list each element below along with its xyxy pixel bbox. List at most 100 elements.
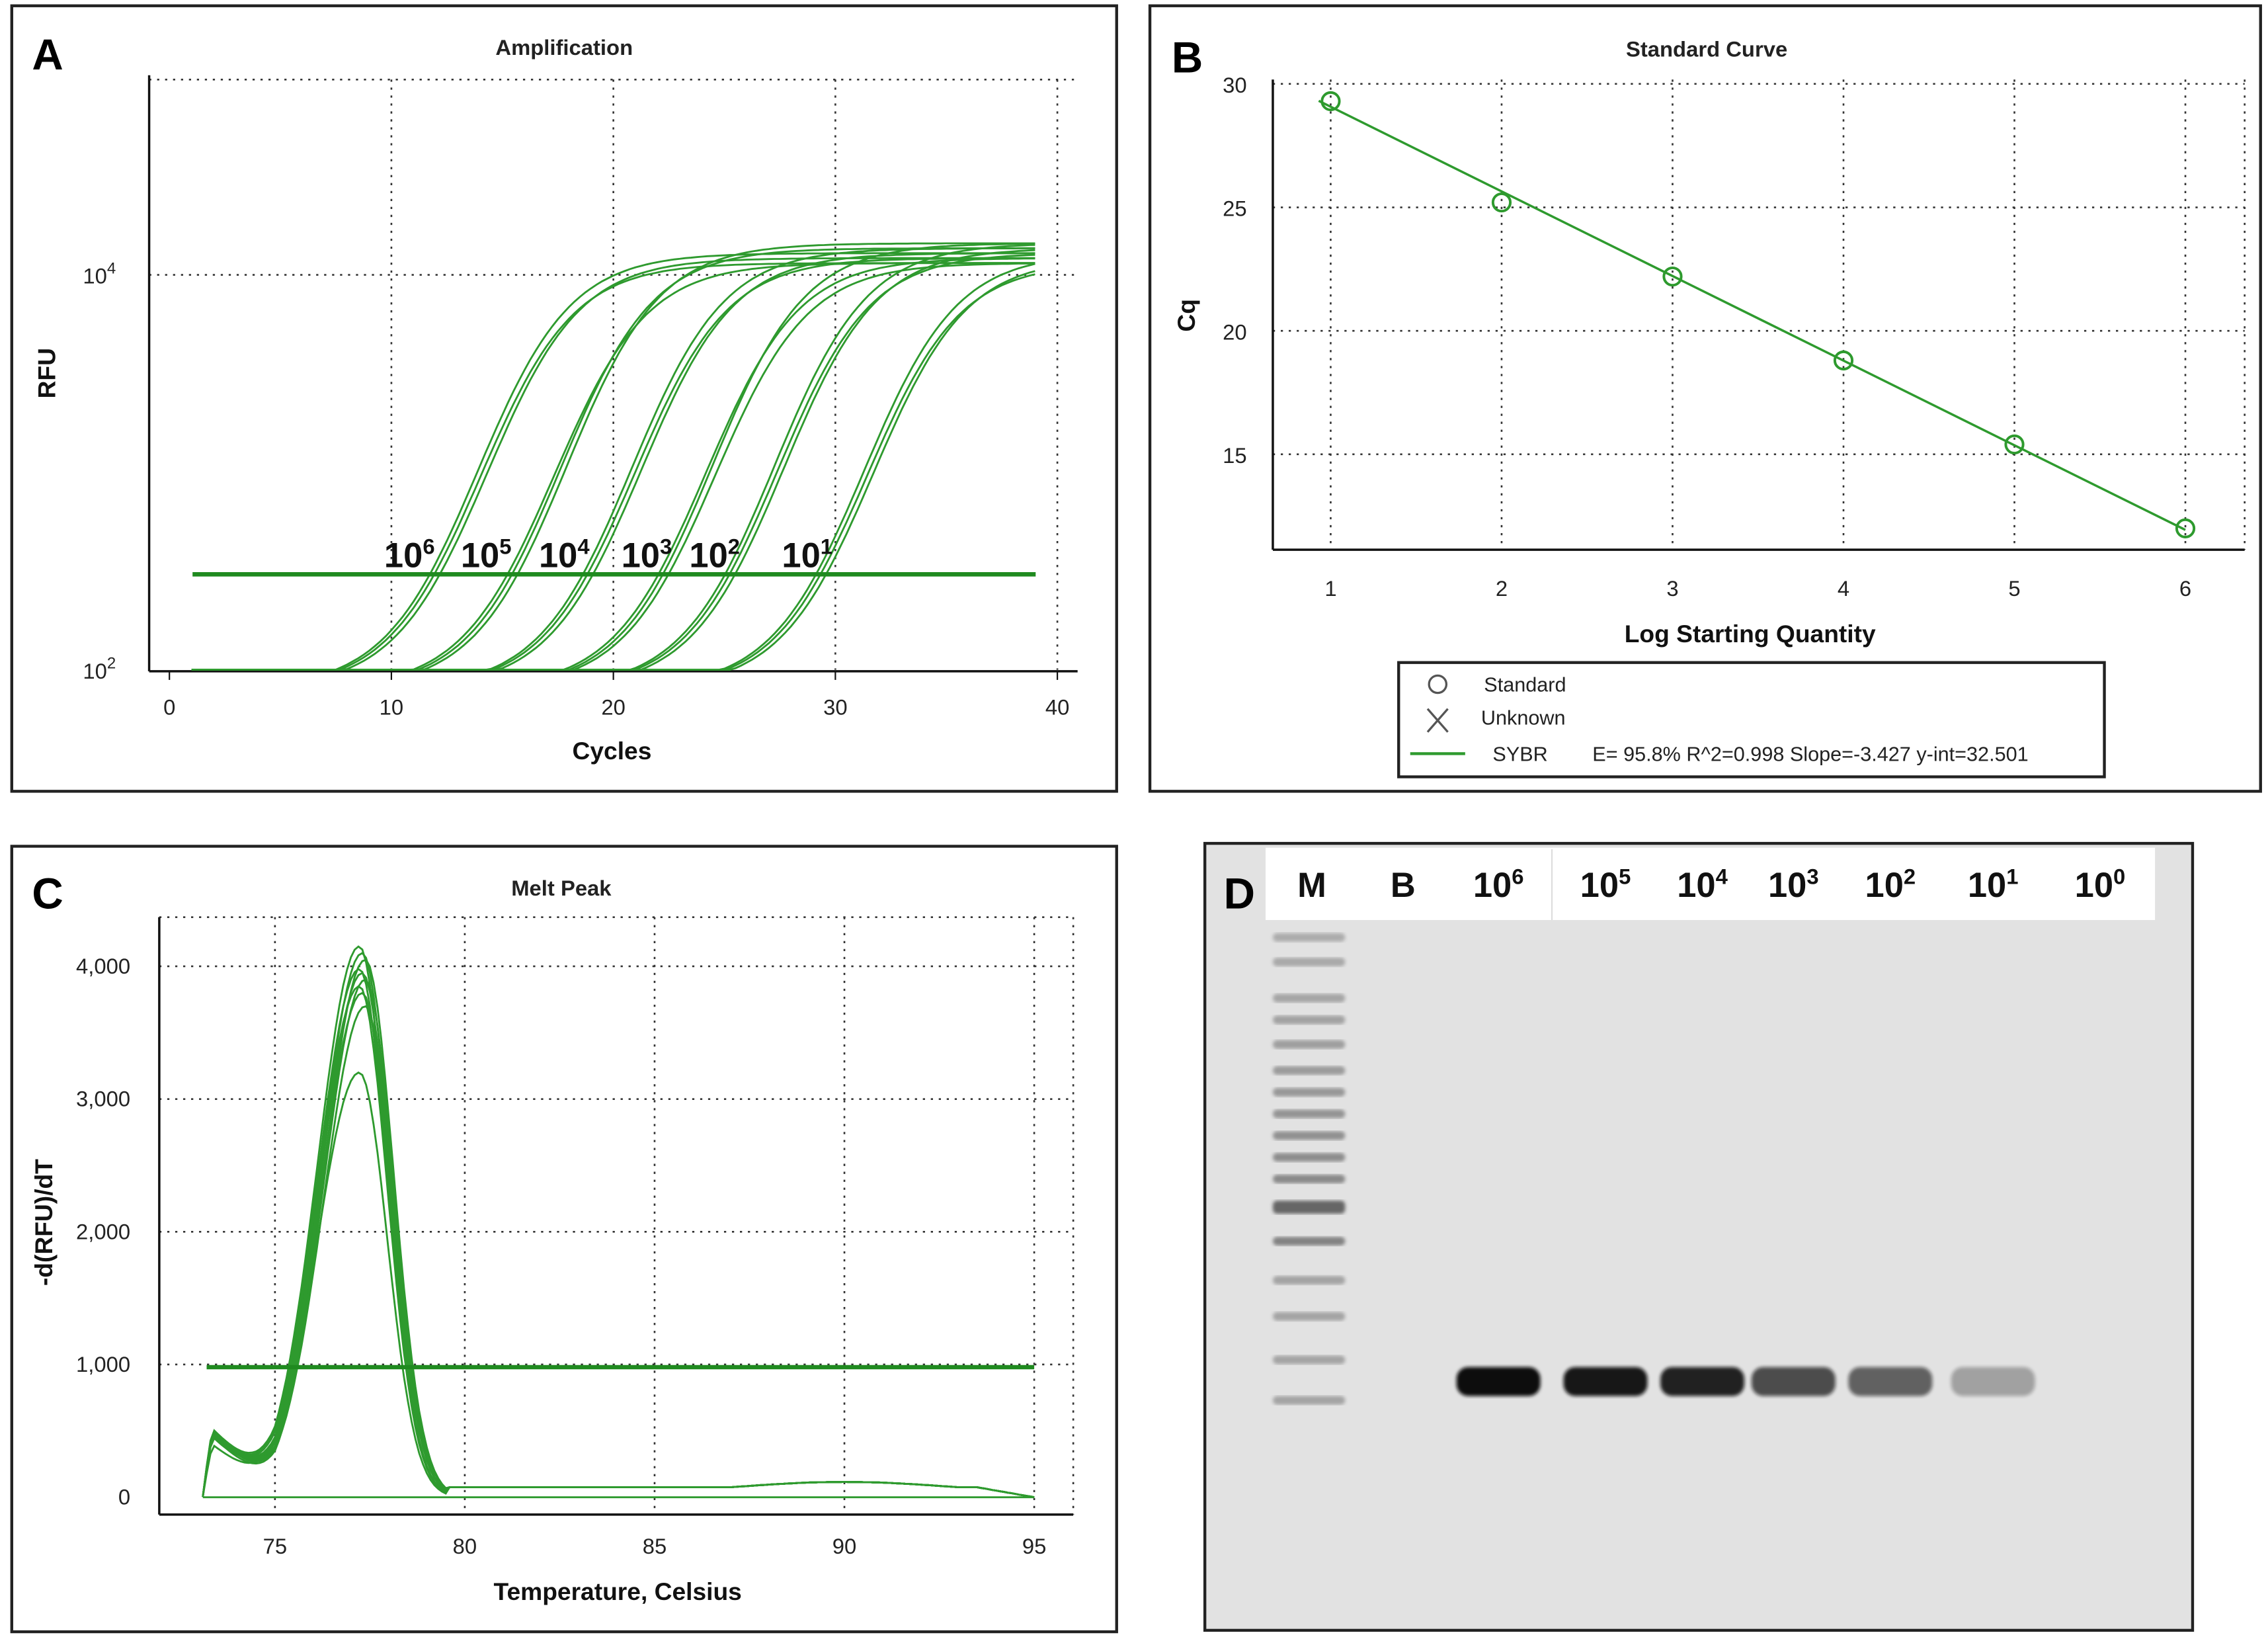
ladder-band — [1272, 1087, 1346, 1097]
gel-lanes: M B 106 105 104 103 102 101 100 — [1272, 849, 2126, 1405]
lane-label: 101 — [1968, 864, 2019, 905]
legend: Standard Unknown SYBR E= 95.8% R^2=0.998… — [1397, 661, 2106, 778]
x-tick-label: 40 — [1045, 694, 1069, 719]
panel-c-frame — [10, 845, 1118, 1634]
x-tick-label: 85 — [643, 1534, 667, 1558]
x-tick-label: 30 — [823, 694, 847, 719]
legend-unknown: Unknown — [1481, 707, 1566, 730]
standard-point — [2004, 434, 2025, 455]
y-axis-label: RFU — [32, 348, 60, 398]
ladder-band — [1272, 1153, 1346, 1162]
ladder-band — [1272, 1131, 1346, 1140]
ladder-band — [1272, 1066, 1346, 1075]
chart-title: Melt Peak — [511, 876, 612, 900]
x-tick-label: 20 — [601, 694, 625, 719]
y-tick-label: 2,000 — [76, 1219, 130, 1243]
legend-fit-name: SYBR — [1492, 743, 1547, 765]
dilution-label: 101 — [782, 534, 832, 575]
panel-b-label: B — [1172, 33, 1203, 81]
ladder-band — [1272, 1109, 1346, 1118]
panel-d-gel: D M B 106 105 104 103 102 101 100 — [1203, 841, 2195, 1632]
ladder-band — [1272, 1015, 1346, 1025]
ladder-band — [1272, 993, 1346, 1003]
dna-band — [1751, 1366, 1836, 1396]
lane-label: 102 — [1865, 864, 1916, 905]
x-tick-label: 95 — [1022, 1534, 1046, 1558]
y-tick-label: 102 — [83, 654, 116, 683]
standard-marker-icon — [1428, 674, 1448, 694]
y-tick-label: 0 — [118, 1485, 130, 1509]
fit-line — [1318, 99, 2186, 531]
x-axis-label: Temperature, Celsius — [494, 1577, 742, 1605]
x-tick-label: 0 — [163, 694, 175, 719]
x-tick-label: 80 — [453, 1534, 477, 1558]
x-tick-label: 4 — [1838, 576, 1849, 601]
dna-band — [1456, 1366, 1541, 1396]
lane-label: 106 — [1473, 864, 1524, 905]
ladder-band — [1272, 1236, 1346, 1246]
legend-fit-stats: E= 95.8% R^2=0.998 Slope=-3.427 y-int=32… — [1592, 743, 2028, 765]
x-axis-label: Cycles — [573, 737, 652, 765]
dna-band — [1660, 1366, 1744, 1396]
ladder-band — [1272, 1200, 1346, 1214]
standard-point — [1491, 192, 1512, 213]
lane-label: 100 — [2075, 864, 2126, 905]
x-tick-label: 10 — [380, 694, 403, 719]
grid — [149, 78, 1078, 670]
unknown-marker-icon — [1426, 708, 1449, 733]
standard-point — [1320, 91, 1341, 112]
panel-b-standard-curve: B Standard Curve 1 2 3 4 5 6 30 25 20 15 Log Star… — [1148, 4, 2262, 793]
gel-image — [1203, 841, 2195, 1632]
standard-point — [2175, 518, 2196, 538]
x-tick-labels: 0 10 20 30 40 — [163, 671, 1069, 719]
x-tick-label: 6 — [2179, 576, 2191, 601]
amplification-curves — [191, 242, 1035, 671]
y-tick-label: 15 — [1223, 443, 1246, 468]
y-tick-labels: 104 102 — [83, 259, 116, 683]
x-tick-label: 2 — [1496, 576, 1508, 601]
grid — [1272, 79, 2246, 550]
panel-c-melt-peak: C Melt Peak 75 80 85 90 95 4,000 3,000 2,000 1,0… — [10, 845, 1118, 1634]
ladder-band — [1272, 1276, 1346, 1285]
lane-label: B — [1391, 866, 1416, 905]
lane-label: M — [1297, 866, 1326, 905]
standard-point — [1662, 266, 1683, 287]
tick-labels: 75 80 85 90 95 4,000 3,000 2,000 1,000 0 — [76, 954, 1046, 1558]
standard-point — [1833, 350, 1854, 371]
ladder-band — [1272, 1174, 1346, 1184]
lane-label: 105 — [1580, 864, 1631, 905]
x-tick-label: 5 — [2008, 576, 2020, 601]
y-tick-label: 30 — [1223, 73, 1246, 97]
ladder-band — [1272, 1312, 1346, 1321]
panel-a-frame — [10, 4, 1118, 793]
y-tick-label: 25 — [1223, 196, 1246, 221]
x-tick-label: 3 — [1666, 576, 1678, 601]
dna-band — [1848, 1366, 1933, 1396]
y-tick-label: 104 — [83, 259, 116, 288]
ladder-band — [1272, 933, 1346, 942]
dna-band — [1563, 1366, 1648, 1396]
dilution-label: 106 — [384, 534, 435, 575]
dilution-labels: 106 105 104 103 102 101 — [384, 534, 832, 575]
dna-band — [1951, 1366, 2035, 1396]
y-axis-label: Cq — [1172, 299, 1200, 332]
y-tick-label: 4,000 — [76, 954, 130, 978]
ladder-band — [1272, 1396, 1346, 1405]
dilution-label: 102 — [689, 534, 740, 575]
chart-title: Amplification — [495, 35, 633, 60]
ladder-band — [1272, 1355, 1346, 1365]
lane-label: 103 — [1768, 864, 1819, 905]
panel-a-amplification: A Amplification 106 105 104 103 102 101 0 10 20… — [10, 4, 1118, 793]
standard-curve-plot — [1318, 91, 2196, 538]
melt-curves — [202, 945, 1035, 1499]
ladder-band — [1272, 1040, 1346, 1049]
lane-header — [1266, 847, 2156, 921]
y-tick-label: 20 — [1223, 319, 1246, 344]
lane-label: 104 — [1677, 864, 1728, 905]
panel-c-label: C — [32, 870, 63, 918]
tick-labels: 1 2 3 4 5 6 30 25 20 15 — [1223, 73, 2191, 601]
dilution-label: 105 — [461, 534, 512, 575]
x-tick-label: 1 — [1324, 576, 1336, 601]
legend-box — [1397, 661, 2106, 778]
